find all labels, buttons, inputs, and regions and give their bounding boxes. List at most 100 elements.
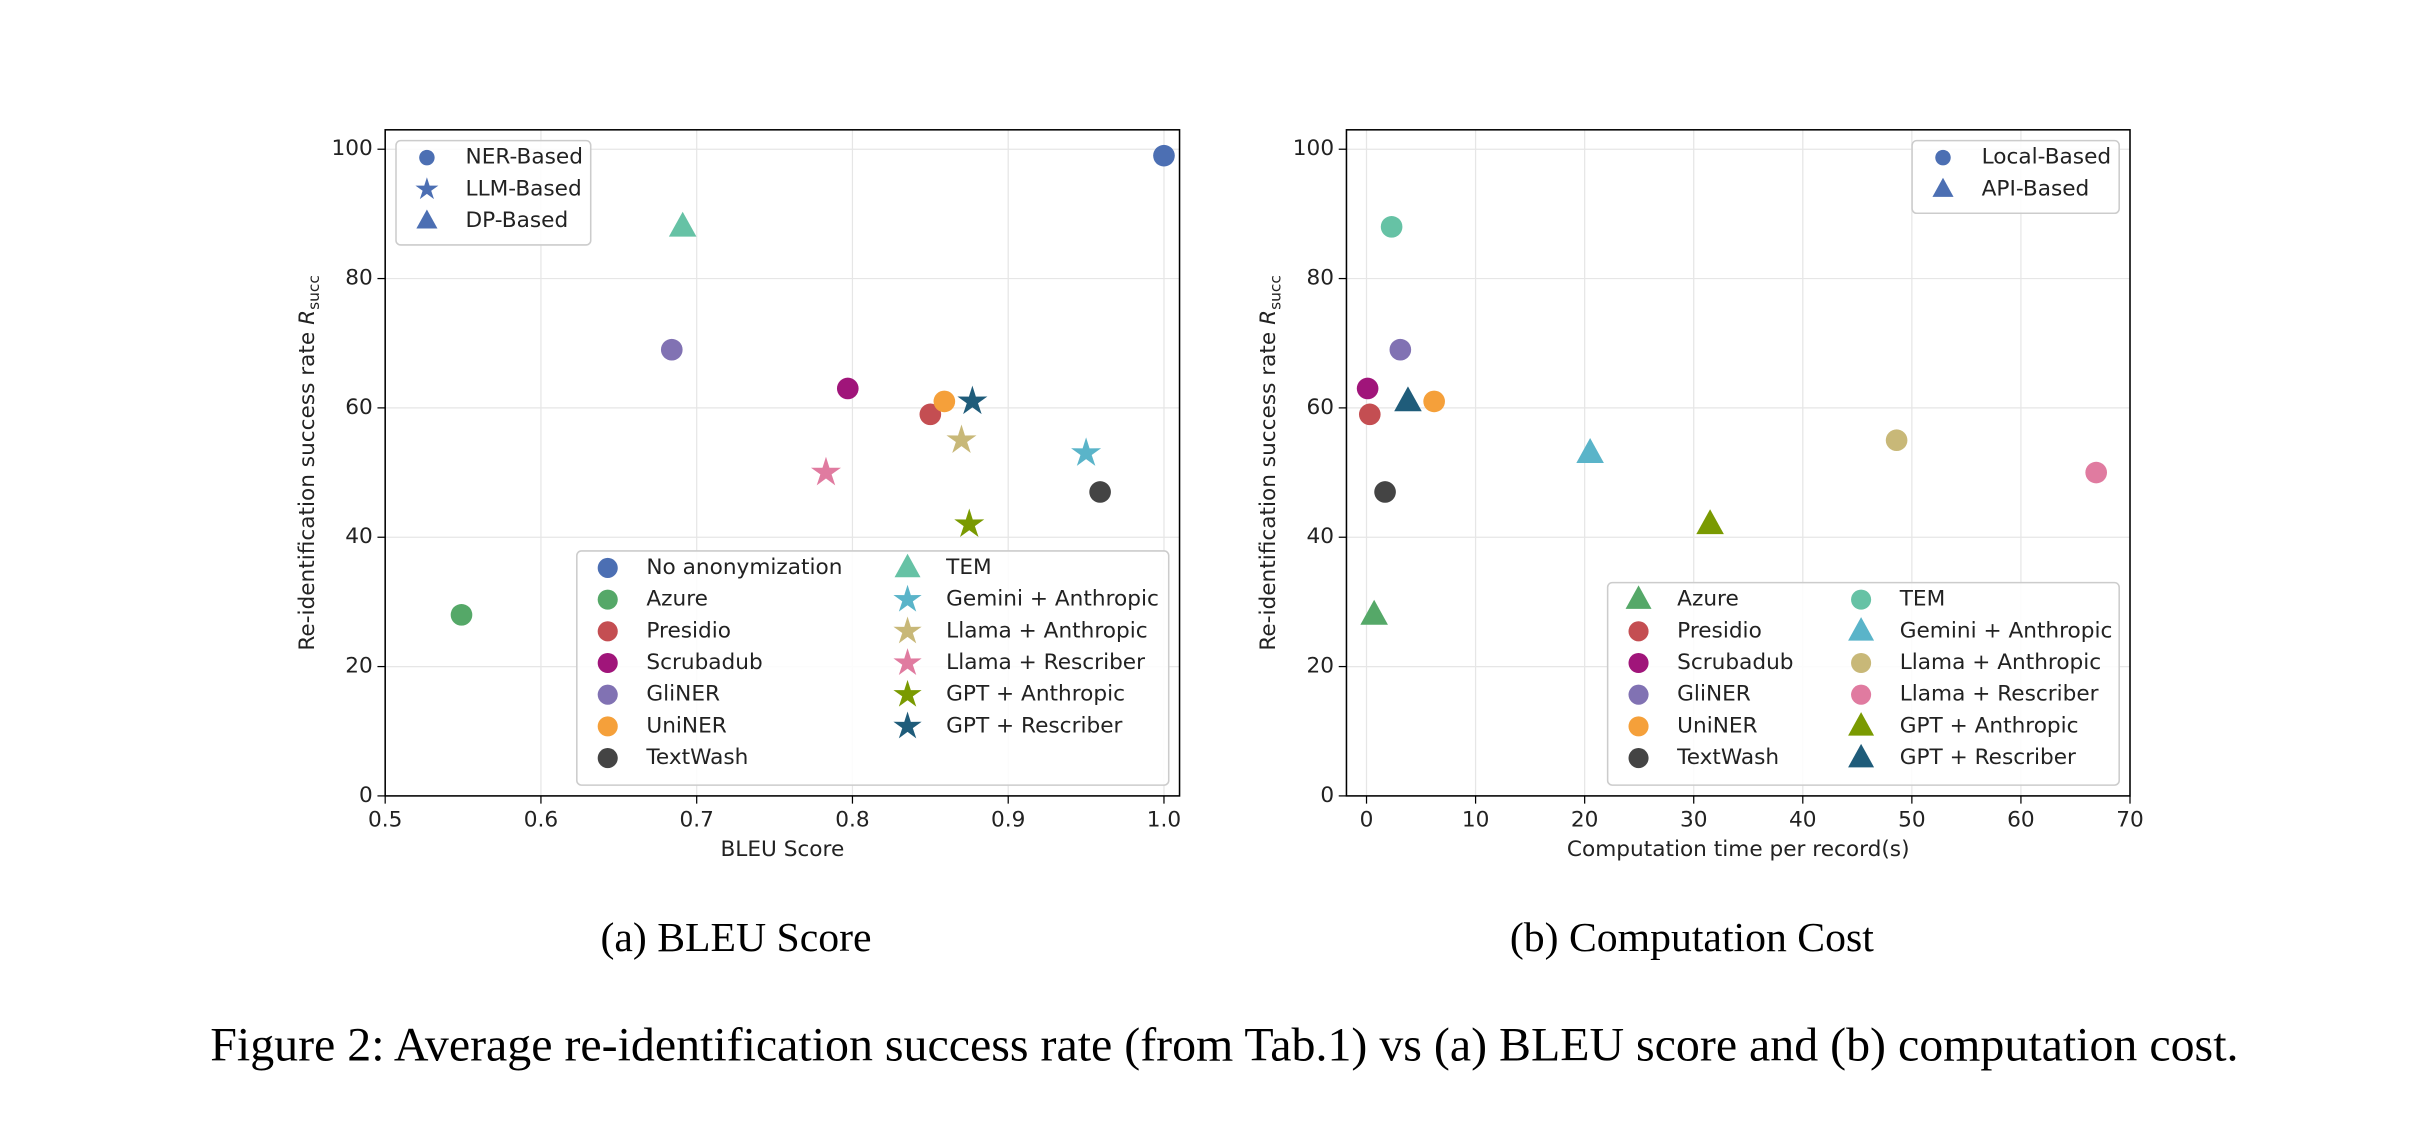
legend-label: Llama + Rescriber: [946, 650, 1145, 675]
data-point: [1885, 429, 1908, 452]
legend-marker: [597, 589, 618, 610]
y-axis-label-text: Re-identification success rate: [1256, 332, 1281, 651]
y-tick-label: 100: [1293, 136, 1334, 161]
y-axis-label-subscript: succ: [305, 275, 323, 310]
legend-label: Llama + Rescriber: [1900, 682, 2099, 707]
legend-marker: [1848, 617, 1875, 641]
legend-label: Presidio: [1677, 618, 1762, 643]
data-point: [2085, 461, 2108, 484]
data-point: [1696, 509, 1724, 535]
y-tick-label: 40: [345, 524, 373, 549]
legend-label: TEM: [945, 555, 992, 580]
legend-label: TextWash: [1676, 745, 1779, 770]
legend-label: GPT + Anthropic: [1900, 713, 2079, 738]
x-tick-label: 20: [1571, 808, 1599, 833]
data-point: [1360, 599, 1388, 625]
legend-label: Llama + Anthropic: [1900, 650, 2101, 675]
x-tick-label: 1.0: [1147, 808, 1181, 833]
data-point: [954, 508, 985, 538]
y-axis-label-subscript: succ: [1266, 275, 1284, 310]
legend-label: Scrubadub: [646, 650, 762, 675]
y-tick-label: 20: [345, 654, 373, 679]
legend-box: [1606, 581, 2120, 786]
y-axis-label-symbol: R: [1256, 310, 1281, 325]
legend-label: Gemini + Anthropic: [1900, 618, 2113, 643]
data-point: [836, 377, 859, 400]
data-point: [1089, 481, 1111, 503]
data-point: [957, 385, 988, 415]
data-point: [668, 211, 697, 237]
x-tick-label: 30: [1680, 808, 1708, 833]
y-axis-label-symbol: R: [295, 310, 320, 325]
legend-marker: [1625, 585, 1652, 609]
x-tick-label: 10: [1462, 808, 1490, 833]
panel-caption: (a) BLEU Score: [600, 915, 871, 961]
data-point: [1380, 216, 1403, 238]
x-tick-label: 60: [2007, 808, 2035, 833]
marker-legend-label: NER-Based: [466, 145, 583, 170]
legend-marker: [893, 616, 922, 644]
legend-marker: [1628, 684, 1649, 705]
data-point: [1071, 437, 1102, 466]
data-point: [1153, 144, 1175, 167]
figure-caption: Figure 2: Average re-identification succ…: [210, 1018, 2238, 1071]
marker-legend-marker: [1932, 177, 1954, 197]
legend-marker: [893, 679, 922, 707]
x-axis-label: Computation time per record(s): [1567, 837, 1910, 862]
legend-marker: [893, 648, 922, 676]
legend-marker: [893, 584, 922, 612]
data-point: [1576, 438, 1604, 464]
y-tick-label: 0: [359, 783, 373, 808]
panel-caption: (b) Computation Cost: [1510, 915, 1874, 961]
data-point: [1358, 403, 1381, 426]
legend-label: Azure: [646, 587, 708, 612]
y-tick-label: 80: [1307, 266, 1335, 291]
marker-legend-box: [395, 139, 592, 246]
legend-marker: [597, 716, 618, 737]
x-tick-label: 70: [2116, 808, 2144, 833]
legend-marker: [597, 652, 618, 674]
legend-label: UniNER: [646, 713, 726, 738]
y-tick-label: 100: [332, 136, 373, 161]
legend-label: Azure: [1677, 587, 1739, 612]
x-tick-label: 0: [1360, 808, 1374, 833]
y-tick-label: 0: [1320, 783, 1334, 808]
y-axis-label: Re-identification success rate Rsucc: [295, 275, 323, 651]
legend-marker: [1851, 652, 1872, 674]
y-axis-label-text: Re-identification success rate: [295, 332, 320, 651]
marker-legend-label: API-Based: [1982, 176, 2090, 201]
legend-marker: [597, 621, 618, 642]
legend-marker: [597, 557, 618, 578]
x-tick-label: 0.8: [835, 808, 869, 833]
data-point: [933, 390, 956, 413]
legend-marker: [1851, 684, 1872, 705]
y-tick-label: 40: [1307, 524, 1335, 549]
data-point: [1389, 338, 1412, 361]
x-tick-label: 0.6: [524, 808, 558, 833]
marker-legend-label: Local-Based: [1982, 145, 2111, 170]
legend-marker: [597, 748, 618, 769]
legend-marker: [894, 553, 921, 578]
legend-label: TEM: [1899, 587, 1946, 612]
data-point: [1423, 390, 1445, 413]
x-tick-label: 0.7: [679, 808, 713, 833]
legend-marker: [1848, 743, 1875, 768]
legend-label: Presidio: [646, 618, 731, 643]
data-point: [1394, 386, 1422, 412]
legend-label: Scrubadub: [1677, 650, 1793, 675]
legend-box: [576, 550, 1170, 786]
y-tick-label: 60: [345, 395, 373, 420]
x-tick-label: 50: [1898, 808, 1926, 833]
legend-marker: [1851, 589, 1872, 610]
legend-marker: [1628, 621, 1649, 642]
marker-legend-marker: [415, 177, 439, 200]
legend-label: Llama + Anthropic: [946, 618, 1147, 643]
data-point: [450, 604, 473, 626]
y-tick-label: 60: [1307, 395, 1335, 420]
legend-label: GPT + Anthropic: [946, 682, 1125, 707]
data-point: [810, 456, 841, 486]
legend-label: Gemini + Anthropic: [946, 587, 1159, 612]
marker-legend-label: DP-Based: [466, 208, 569, 233]
marker-legend-marker: [1935, 149, 1951, 166]
